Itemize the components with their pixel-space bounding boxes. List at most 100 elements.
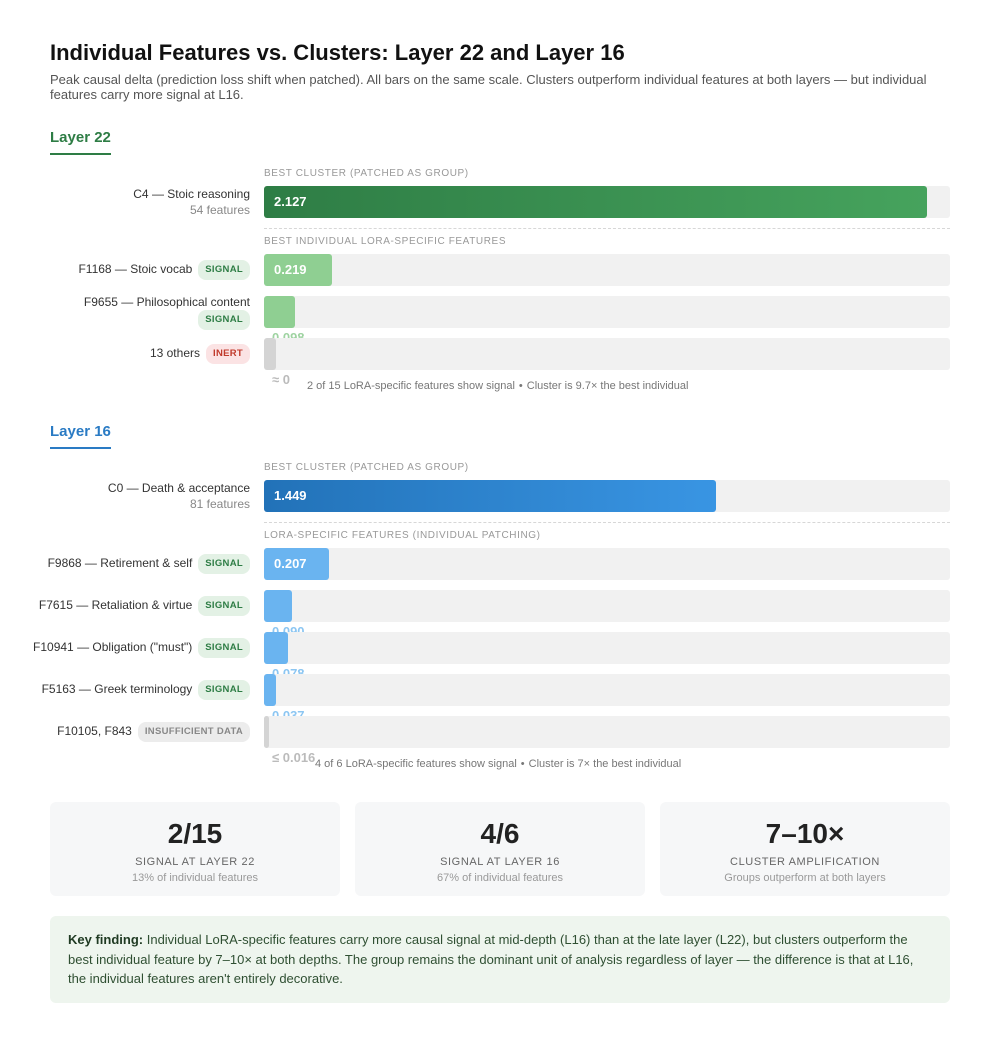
row-name: F1168 — Stoic vocab (78, 262, 193, 276)
stat-label: Signal at Layer 16 (440, 856, 560, 868)
bar (264, 590, 292, 622)
feature-row: F5163 — Greek terminology SIGNAL 0.037 (42, 674, 950, 723)
feature-row: F10105, F843 INSUFFICIENT DATA ≤ 0.016 (50, 716, 950, 765)
bar (264, 480, 716, 512)
bar-track: ≈ 0 (264, 338, 950, 387)
bar (264, 632, 288, 664)
stat-value: 7–10× (765, 818, 845, 849)
row-label: F10105, F843 INSUFFICIENT DATA (30, 716, 250, 748)
row-name: F5163 — Greek terminology (41, 682, 193, 696)
bar (264, 716, 269, 748)
bar (264, 674, 276, 706)
page-subtitle: Peak causal delta (prediction loss shift… (50, 72, 927, 102)
row-label-line: F7615 — Retaliation & virtue SIGNAL (39, 596, 250, 616)
bar-track: 0.078 (264, 632, 950, 681)
row-label-line: F9655 — Philosophical contentSIGNAL (30, 294, 250, 330)
layer-16-heading: Layer 16 (50, 423, 111, 449)
row-name: F9868 — Retirement & self (47, 556, 193, 570)
bar (264, 548, 329, 580)
row-label-line: F9868 — Retirement & self SIGNAL (48, 554, 250, 574)
feature-row: F7615 — Retaliation & virtue SIGNAL 0.090 (39, 590, 950, 639)
inert-badge: INERT (206, 344, 250, 364)
cluster-group-label: Best cluster (patched as group) (264, 462, 469, 473)
insufficient-data-badge: INSUFFICIENT DATA (137, 722, 250, 742)
footnote-ratio: Cluster is 7× the best individual (528, 758, 682, 770)
signal-badge: SIGNAL (198, 260, 250, 280)
bar (264, 338, 276, 370)
row-label: F9868 — Retirement & self SIGNAL (30, 548, 250, 580)
cluster-row: C0 — Death & acceptance 81 features 1.449 (50, 480, 950, 512)
stat-sub: Groups outperform at both layers (724, 872, 886, 884)
row-label-line: C4 — Stoic reasoning (133, 186, 250, 202)
individual-group-label: LoRA-specific features (individual patch… (264, 530, 541, 541)
layer-16-section: Layer 16 (50, 423, 950, 449)
group-divider (264, 228, 950, 229)
signal-badge: SIGNAL (198, 680, 250, 700)
page: Individual Features vs. Clusters: Layer … (33, 40, 950, 1003)
bar-track: 1.449 (264, 480, 950, 512)
bar-value-label: 1.449 (274, 488, 307, 503)
bar-track: ≤ 0.016 (264, 716, 950, 765)
row-name: F7615 — Retaliation & virtue (38, 598, 193, 612)
signal-badge: SIGNAL (198, 638, 250, 658)
stat-label: Signal at Layer 22 (135, 856, 255, 868)
bar (264, 254, 332, 286)
bar-track: 0.090 (264, 590, 950, 639)
key-finding-lead: Key finding: (68, 932, 144, 947)
bar-value-label: 0.207 (274, 556, 307, 571)
key-finding-box: Key finding: Individual LoRA-specific fe… (50, 916, 950, 1003)
bar-value-label: ≈ 0 (272, 372, 290, 387)
bar (264, 296, 295, 328)
cluster-group-label: Best cluster (patched as group) (264, 168, 469, 179)
row-label-line: F1168 — Stoic vocab SIGNAL (78, 260, 250, 280)
feature-row: F9655 — Philosophical contentSIGNAL 0.098 (50, 295, 950, 345)
stat-card-layer-22: 2/15 Signal at Layer 22 13% of individua… (50, 802, 340, 896)
bar-track: 2.127 (264, 186, 950, 218)
row-label-line: F10105, F843 INSUFFICIENT DATA (57, 722, 250, 742)
stat-value: 2/15 (167, 818, 223, 849)
stat-card-amplification: 7–10× Cluster amplification Groups outpe… (660, 802, 950, 896)
stat-label: Cluster amplification (730, 856, 880, 868)
cluster-row: C4 — Stoic reasoning 54 features 2.127 (50, 186, 950, 218)
stats-row: 2/15 Signal at Layer 22 13% of individua… (50, 802, 950, 896)
bar-value-label: ≤ 0.016 (272, 750, 316, 765)
row-label: 13 others INERT (30, 338, 250, 370)
row-label: C4 — Stoic reasoning 54 features (30, 186, 250, 218)
page-title: Individual Features vs. Clusters: Layer … (50, 40, 625, 65)
row-label: F5163 — Greek terminology SIGNAL (30, 674, 250, 706)
row-name: F9655 — Philosophical content (83, 295, 250, 309)
key-finding-text: Individual LoRA-specific features carry … (68, 932, 914, 986)
row-label: F10941 — Obligation ("must") SIGNAL (30, 632, 250, 664)
bar (264, 186, 927, 218)
row-name: F10941 — Obligation ("must") (33, 640, 193, 654)
group-divider (264, 522, 950, 523)
chart-footnote: 2 of 15 LoRA-specific features show sign… (307, 380, 688, 392)
layer-22-heading: Layer 22 (50, 129, 111, 155)
feature-row: F10941 — Obligation ("must") SIGNAL 0.078 (33, 632, 950, 681)
row-name: F10105, F843 (57, 724, 132, 738)
signal-badge: SIGNAL (198, 554, 250, 574)
stat-card-layer-16: 4/6 Signal at Layer 16 67% of individual… (355, 802, 645, 896)
row-label-line: 13 others INERT (150, 344, 250, 364)
row-label-line: F5163 — Greek terminology SIGNAL (42, 680, 250, 700)
feature-row: F9868 — Retirement & self SIGNAL 0.207 (48, 548, 950, 580)
row-label: F9655 — Philosophical contentSIGNAL (30, 294, 250, 330)
bar-value-label: 0.219 (274, 262, 307, 277)
bar-track: 0.219 (264, 254, 950, 286)
signal-badge: SIGNAL (198, 310, 250, 330)
layer-22-section: Layer 22 (50, 129, 950, 155)
row-name: C0 — Death & acceptance (107, 481, 250, 495)
row-name: C4 — Stoic reasoning (133, 187, 250, 201)
row-subtitle: 54 features (189, 203, 250, 217)
footnote-ratio: Cluster is 9.7× the best individual (526, 380, 689, 392)
individual-group-label: Best individual LoRA-specific features (264, 236, 507, 247)
feature-row: F1168 — Stoic vocab SIGNAL 0.219 (50, 254, 950, 286)
bar-track: 0.207 (264, 548, 950, 580)
stat-sub: 67% of individual features (437, 872, 563, 884)
row-subtitle: 81 features (189, 497, 250, 511)
stat-value: 4/6 (480, 818, 520, 849)
bar-value-label: 2.127 (274, 194, 307, 209)
row-label-line: C0 — Death & acceptance (108, 480, 250, 496)
feature-row: 13 others INERT ≈ 0 (50, 338, 950, 387)
stat-sub: 13% of individual features (132, 872, 258, 884)
